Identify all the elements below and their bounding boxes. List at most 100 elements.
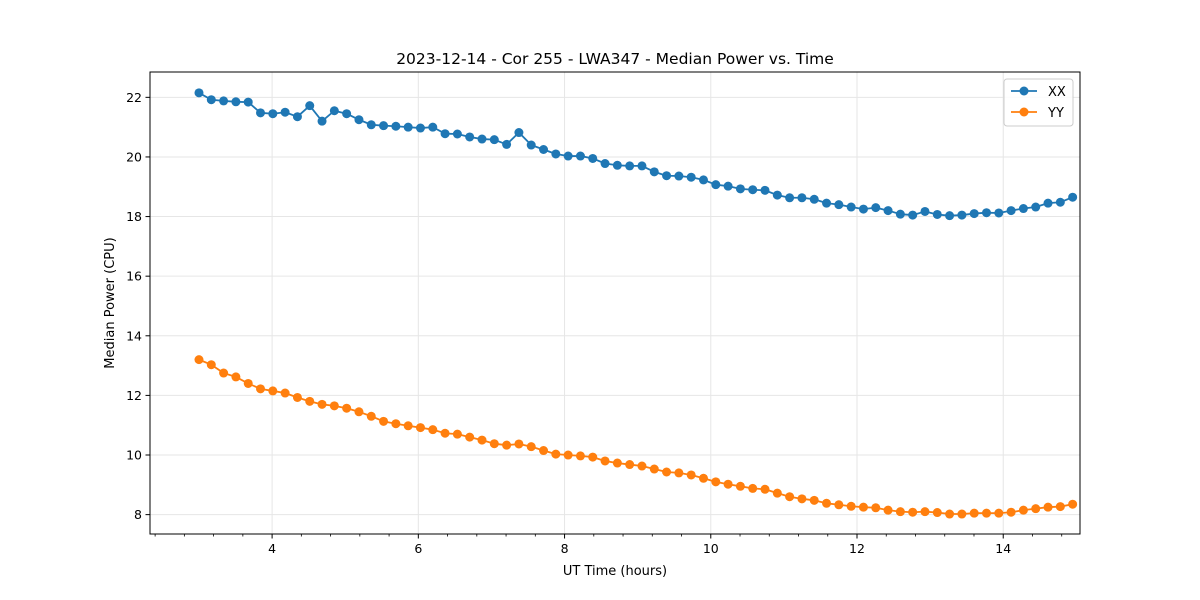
data-point-xx <box>575 151 585 161</box>
plot-frame <box>149 71 1081 535</box>
data-point-yy <box>674 468 684 478</box>
data-point-xx <box>895 209 905 219</box>
data-point-yy <box>698 473 708 483</box>
data-point-xx <box>329 106 339 116</box>
data-point-xx <box>292 112 302 122</box>
data-point-yy <box>945 509 955 519</box>
data-point-yy <box>231 372 241 382</box>
data-point-xx <box>342 109 352 119</box>
x-tick-label: 8 <box>561 541 569 556</box>
y-tick-label: 20 <box>126 149 142 164</box>
y-tick-label: 8 <box>134 507 142 522</box>
data-point-yy <box>895 507 905 517</box>
y-tick-label: 18 <box>126 209 142 224</box>
data-point-yy <box>735 481 745 491</box>
data-point-xx <box>317 116 327 126</box>
data-point-yy <box>834 500 844 510</box>
data-point-xx <box>723 181 733 191</box>
data-point-xx <box>908 210 918 220</box>
data-point-yy <box>1043 502 1053 512</box>
data-point-yy <box>342 403 352 413</box>
y-tick-label: 16 <box>126 269 142 284</box>
data-point-yy <box>1018 505 1028 515</box>
data-point-xx <box>403 122 413 132</box>
data-point-yy <box>551 449 561 459</box>
data-point-xx <box>883 206 893 216</box>
data-point-xx <box>477 134 487 144</box>
data-point-xx <box>268 109 278 119</box>
data-point-xx <box>551 149 561 159</box>
data-point-yy <box>846 501 856 511</box>
data-point-yy <box>219 368 229 378</box>
data-point-xx <box>1006 206 1016 216</box>
data-point-xx <box>994 208 1004 218</box>
data-point-yy <box>379 416 389 426</box>
data-point-xx <box>711 180 721 190</box>
data-point-yy <box>354 407 364 417</box>
data-point-yy <box>858 502 868 512</box>
data-point-xx <box>945 211 955 221</box>
data-point-yy <box>514 439 524 449</box>
data-point-yy <box>932 508 942 518</box>
data-point-xx <box>748 185 758 195</box>
data-point-yy <box>822 498 832 508</box>
data-point-yy <box>452 429 462 439</box>
data-point-yy <box>883 505 893 515</box>
x-tick-label: 10 <box>703 541 719 556</box>
data-point-yy <box>662 467 672 477</box>
data-point-yy <box>206 360 216 370</box>
y-tick-label: 12 <box>126 388 142 403</box>
data-point-xx <box>354 115 364 125</box>
x-axis-label: UT Time (hours) <box>563 564 667 579</box>
data-point-yy <box>785 492 795 502</box>
data-point-xx <box>920 206 930 216</box>
data-point-yy <box>809 495 819 505</box>
data-point-yy <box>772 488 782 498</box>
data-point-yy <box>428 425 438 435</box>
data-point-xx <box>969 209 979 219</box>
data-point-xx <box>686 172 696 182</box>
y-tick-label: 22 <box>126 90 142 105</box>
data-point-xx <box>1043 198 1053 208</box>
data-point-xx <box>280 107 290 117</box>
data-point-xx <box>588 153 598 163</box>
data-point-yy <box>600 456 610 466</box>
data-point-yy <box>256 384 266 394</box>
data-point-yy <box>612 458 622 468</box>
data-point-xx <box>674 171 684 181</box>
data-point-yy <box>982 508 991 518</box>
data-point-xx <box>502 139 512 149</box>
data-point-yy <box>403 421 413 431</box>
data-point-xx <box>305 101 315 111</box>
legend-label-yy: YY <box>1047 106 1064 121</box>
data-point-xx <box>465 132 475 142</box>
data-point-yy <box>625 460 635 470</box>
data-point-yy <box>415 423 425 433</box>
data-point-yy <box>317 399 327 409</box>
data-point-yy <box>686 470 696 480</box>
data-point-xx <box>391 121 401 131</box>
data-point-yy <box>539 446 549 456</box>
data-point-xx <box>982 208 991 218</box>
x-tick-label: 14 <box>995 541 1011 556</box>
data-point-xx <box>600 159 610 169</box>
data-point-yy <box>575 451 585 461</box>
data-point-xx <box>612 160 622 170</box>
data-point-xx <box>526 140 536 150</box>
data-point-xx <box>649 167 659 177</box>
data-point-yy <box>502 440 512 450</box>
x-tick-label: 6 <box>414 541 422 556</box>
legend-label-xx: XX <box>1048 85 1066 100</box>
data-point-xx <box>415 123 425 133</box>
legend: XX YY <box>1003 78 1074 127</box>
data-point-xx <box>735 184 745 194</box>
data-point-xx <box>797 193 807 203</box>
data-point-xx <box>1018 204 1028 214</box>
data-point-yy <box>797 494 807 504</box>
data-point-yy <box>760 484 770 494</box>
data-point-xx <box>637 161 647 171</box>
legend-marker-xx <box>1019 86 1029 96</box>
data-point-yy <box>748 483 758 493</box>
